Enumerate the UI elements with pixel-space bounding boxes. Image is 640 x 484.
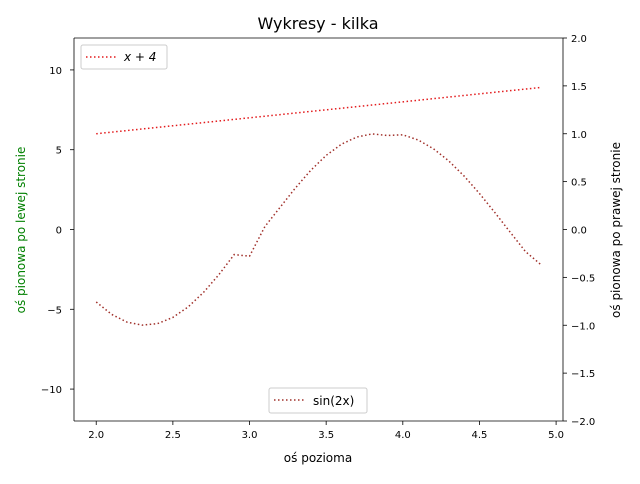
x-tick-label: 4.5 [472, 430, 488, 441]
right-y-tick-label: 0.5 [571, 178, 587, 189]
right-y-tick-label: 1.0 [571, 130, 587, 141]
right-y-tick-label: 0.0 [571, 226, 587, 237]
chart-title: Wykresy - kilka [257, 14, 378, 33]
left-y-axis-ticks: −10 −5 0 5 10 [41, 66, 74, 396]
legend-x-plus-4: x + 4 [80, 44, 168, 70]
right-y-tick-label: −0.5 [571, 273, 595, 284]
left-y-tick-label: −5 [47, 305, 62, 316]
left-y-axis-label: oś pionowa po lewej stronie [14, 147, 28, 314]
left-y-tick-label: −10 [41, 385, 62, 396]
left-y-tick-label: 5 [56, 146, 62, 157]
series-layer [95, 86, 542, 326]
x-tick-label: 3.5 [318, 430, 334, 441]
right-y-tick-label: −1.0 [571, 321, 595, 332]
x-tick-label: 5.0 [548, 430, 564, 441]
x-axis-label: oś pozioma [284, 451, 352, 465]
left-y-tick-label: 0 [56, 226, 62, 237]
x-tick-label: 2.5 [165, 430, 181, 441]
right-y-tick-label: 2.0 [571, 34, 587, 45]
x-tick-label: 2.0 [88, 430, 104, 441]
right-y-tick-label: −2.0 [571, 417, 595, 428]
series-line-sin-2x [95, 133, 542, 326]
legend-label-x-plus-4: x + 4 [123, 50, 156, 64]
left-y-tick-label: 10 [49, 66, 62, 77]
legend-sin-2x: sin(2x) [268, 387, 368, 414]
series-line-x-plus-4 [96, 86, 541, 135]
right-y-tick-label: 1.5 [571, 82, 587, 93]
right-y-tick-label: −1.5 [571, 369, 595, 380]
x-axis-ticks: 2.0 2.5 3.0 3.5 4.0 4.5 5.0 [88, 421, 564, 441]
legend-label-sin-2x: sin(2x) [313, 394, 354, 408]
x-tick-label: 3.0 [242, 430, 258, 441]
right-y-axis-label: oś pionowa po prawej stronie [609, 142, 623, 318]
x-tick-label: 4.0 [395, 430, 411, 441]
right-y-axis-ticks: −2.0 −1.5 −1.0 −0.5 0.0 0.5 1.0 1.5 2.0 [563, 34, 595, 428]
